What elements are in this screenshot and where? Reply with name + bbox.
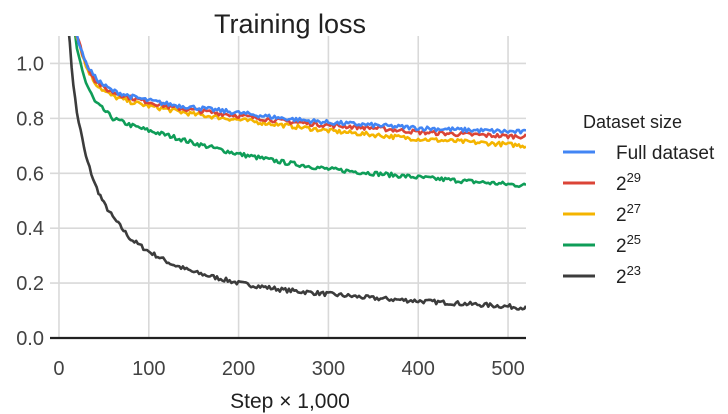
y-tick-label: 1.0 (16, 53, 44, 75)
y-tick-label: 0.8 (16, 108, 44, 130)
legend-label: Full dataset (616, 143, 715, 164)
series-lines (67, 36, 526, 311)
y-tick-label: 0.6 (16, 163, 44, 185)
grid (50, 36, 526, 338)
x-tick-label: 0 (53, 358, 64, 380)
legend-label: 227 (616, 201, 641, 226)
legend-label: 225 (616, 232, 641, 257)
legend: Dataset size Full dataset 229 227 225 223 (563, 112, 715, 288)
series-line-3 (74, 36, 526, 189)
series-line-1 (75, 36, 526, 140)
x-tick-label: 400 (402, 358, 435, 380)
series-line-4 (67, 36, 526, 311)
chart-title: Training loss (214, 9, 366, 39)
x-tick-label: 200 (222, 358, 255, 380)
series-line-0 (75, 36, 526, 135)
legend-label: 223 (616, 263, 641, 288)
x-tick-label: 500 (491, 358, 524, 380)
x-tick-label: 100 (132, 358, 165, 380)
legend-label: 229 (616, 170, 641, 195)
y-tick-label: 0.0 (16, 328, 44, 350)
legend-title: Dataset size (583, 112, 682, 132)
x-axis-label: Step × 1,000 (230, 390, 350, 413)
y-tick-labels: 0.0 0.2 0.4 0.6 0.8 1.0 (16, 53, 44, 350)
y-tick-label: 0.2 (16, 273, 44, 295)
series-line-2 (75, 36, 526, 149)
x-tick-labels: 0 100 200 300 400 500 (53, 358, 524, 380)
y-tick-label: 0.4 (16, 218, 44, 240)
x-tick-label: 300 (312, 358, 345, 380)
